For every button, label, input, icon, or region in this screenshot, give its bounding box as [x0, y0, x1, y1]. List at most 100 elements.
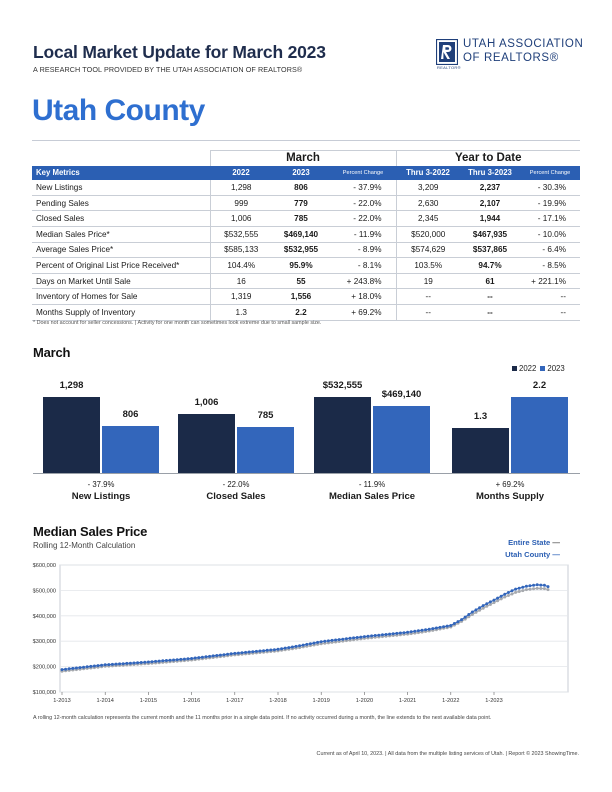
line-point-utah-county: [326, 639, 330, 643]
line-point-utah-county: [179, 657, 183, 661]
line-point-utah-county: [388, 632, 392, 636]
line-point-utah-county: [208, 654, 212, 658]
line-point-utah-county: [247, 650, 251, 654]
line-point-utah-county: [391, 632, 395, 636]
line-point-utah-county: [449, 624, 453, 627]
line-point-utah-county: [71, 666, 75, 670]
cell-y2022: 19: [395, 273, 460, 290]
table-row: Median Sales Price* $532,555 $469,140- 11.…: [32, 226, 580, 243]
line-point-utah-county: [172, 658, 176, 662]
line-point-utah-county: [258, 649, 262, 653]
line-point-entire-state: [517, 590, 521, 593]
line-point-entire-state: [528, 587, 532, 591]
table-row: Months Supply of Inventory 1.3 2.2 + 69.2% -…: [32, 304, 580, 321]
line-point-utah-county: [496, 596, 500, 600]
x-tick-label: 1-2021: [399, 698, 416, 704]
line-point-utah-county: [251, 650, 255, 654]
line-point-entire-state: [488, 603, 492, 606]
line-point-utah-county: [143, 660, 147, 664]
line-series-entire-state: [61, 587, 549, 672]
line-point-entire-state: [510, 592, 514, 596]
bar-value-label: 1.3: [473, 411, 488, 423]
cell-y2023: 1,944: [460, 210, 520, 227]
bar-2022: [452, 428, 509, 473]
table-row: Pending Sales 999 779- 22.0% 2,630 2,107- 19…: [32, 195, 580, 212]
table-row: Inventory of Homes for Sale 1,319 1,556 + 1…: [32, 288, 580, 305]
cell-metric: Inventory of Homes for Sale: [32, 288, 210, 305]
line-point-entire-state: [532, 587, 536, 591]
line-point-utah-county: [222, 653, 226, 657]
line-point-utah-county: [269, 648, 273, 652]
cell-m2023: $469,140: [272, 226, 330, 243]
col-ytd-2023: Thru 3-2023: [460, 165, 520, 181]
line-point-utah-county: [344, 637, 348, 641]
line-point-utah-county: [406, 630, 410, 634]
bar-chart-title: March: [33, 345, 71, 360]
table-row: Days on Market Until Sale 16 55 + 243.8% 19 6…: [32, 273, 580, 290]
cell-m2023: 1,556: [272, 288, 330, 305]
line-point-utah-county: [154, 659, 158, 663]
line-point-utah-county: [236, 651, 240, 655]
line-point-utah-county: [481, 604, 485, 608]
line-point-utah-county: [517, 586, 521, 590]
legend-swatch-2023: [540, 366, 546, 372]
line-point-utah-county: [413, 629, 417, 633]
line-point-entire-state: [521, 589, 525, 593]
line-point-utah-county: [82, 665, 86, 669]
cell-m2022: 1,319: [209, 288, 272, 305]
line-point-utah-county: [110, 662, 114, 666]
x-tick-label: 1-2020: [356, 698, 373, 704]
line-legend-county: Utah County —: [505, 550, 560, 559]
line-point-entire-state: [492, 601, 496, 605]
line-point-utah-county: [294, 644, 298, 648]
line-point-entire-state: [499, 597, 503, 601]
line-point-utah-county: [427, 627, 431, 631]
bar-pct-change: + 69.2%: [495, 480, 525, 489]
logo-text-line1: UTAH ASSOCIATION: [463, 38, 584, 50]
bar-2023: [511, 397, 568, 473]
line-point-utah-county: [424, 628, 428, 632]
line-point-utah-county: [114, 662, 118, 666]
line-point-utah-county: [193, 656, 197, 660]
line-point-utah-county: [67, 667, 71, 671]
logo-text-line2: OF REALTORS®: [463, 52, 559, 64]
line-point-utah-county: [298, 644, 302, 648]
cell-ypct: - 6.4%: [520, 242, 580, 259]
line-point-utah-county: [420, 628, 424, 632]
table-row: Average Sales Price* $585,133 $532,955- 8.…: [32, 242, 580, 259]
cell-ypct: - 10.0%: [520, 226, 580, 243]
cell-metric: Median Sales Price*: [32, 226, 210, 243]
y-tick-label: $400,000: [33, 614, 56, 620]
line-legend-state: Entire State —: [508, 538, 560, 547]
x-tick-label: 1-2016: [183, 698, 200, 704]
line-point-utah-county: [330, 638, 334, 642]
line-point-utah-county: [323, 639, 327, 643]
cell-metric: Pending Sales: [32, 195, 210, 212]
line-point-utah-county: [74, 666, 78, 670]
line-point-utah-county: [125, 661, 129, 665]
cell-y2023: --: [460, 288, 520, 305]
line-point-utah-county: [445, 624, 449, 628]
cell-y2022: 103.5%: [395, 257, 460, 274]
line-chart: $100,000 $200,000 $300,000 $400,000 $500,000…: [33, 563, 569, 704]
cell-mpct: - 37.9%: [330, 180, 396, 196]
line-point-utah-county: [290, 645, 294, 649]
cell-ypct: - 17.1%: [520, 210, 580, 227]
report-subtitle: A RESEARCH TOOL PROVIDED BY THE UTAH ASS…: [33, 65, 303, 74]
line-point-utah-county: [373, 634, 377, 637]
bar-2022: [314, 397, 371, 473]
cell-ypct: --: [520, 304, 580, 321]
col-march-2023: 2023: [272, 165, 330, 181]
cell-m2022: $585,133: [209, 242, 272, 259]
col-ytd-pct: Percent Change: [520, 165, 580, 181]
cell-y2023: $537,865: [460, 242, 520, 259]
line-point-utah-county: [398, 631, 402, 635]
cell-m2022: $532,555: [209, 226, 272, 243]
cell-y2022: $520,000: [395, 226, 460, 243]
cell-m2023: 95.9%: [272, 257, 330, 274]
report-title: Local Market Update for March 2023: [33, 42, 326, 62]
line-point-entire-state: [478, 608, 482, 612]
line-point-utah-county: [510, 589, 514, 593]
bar-2023: [237, 427, 294, 473]
x-tick-label: 1-2019: [312, 698, 329, 704]
